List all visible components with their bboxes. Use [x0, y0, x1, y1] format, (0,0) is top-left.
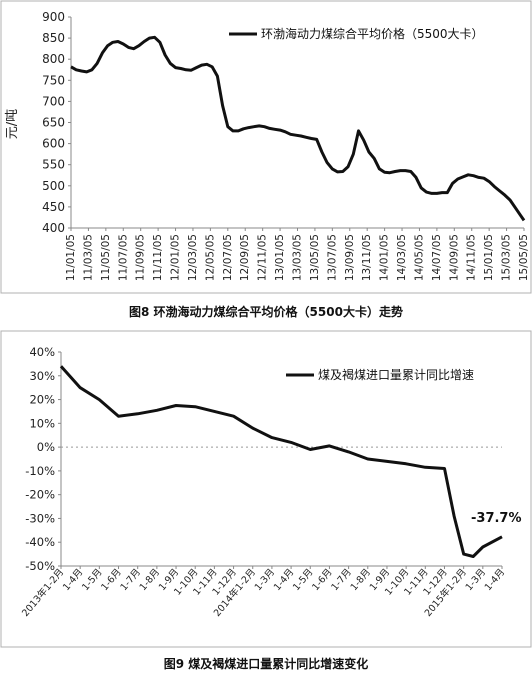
x-tick-label: 1-8月 [349, 567, 374, 593]
legend-label: 环渤海动力煤综合平均价格（5500大卡） [261, 26, 484, 41]
x-tick-label: 15/05/05 [518, 234, 530, 281]
y-tick-label: -40% [25, 535, 55, 549]
y-tick-label: 800 [42, 52, 65, 66]
series-line [59, 365, 503, 558]
y-tick-label: 10% [29, 416, 55, 430]
y-tick-label: 0% [37, 440, 55, 454]
y-tick-label: 30% [29, 369, 55, 383]
x-tick-label: 14/03/05 [396, 234, 408, 281]
x-tick-label: 1-6月 [310, 567, 335, 593]
figure-8-caption: 图8 环渤海动力煤综合平均价格（5500大卡）走势 [129, 305, 403, 319]
x-tick-label: 11/01/05 [65, 234, 77, 281]
x-tick-label: 15/01/05 [483, 234, 495, 281]
x-tick-label: 1-5月 [291, 567, 316, 593]
series-line [70, 35, 526, 222]
y-tick-label: 400 [42, 221, 65, 235]
y-tick-label: 650 [42, 116, 65, 130]
x-tick-label: 11/11/05 [152, 234, 164, 281]
x-tick-label: 13/11/05 [361, 234, 373, 281]
x-tick-label: 11/09/05 [135, 234, 147, 281]
x-tick-label: 12/11/05 [257, 234, 269, 281]
x-tick-label: 14/09/05 [448, 234, 460, 281]
y-tick-label: 40% [29, 345, 55, 359]
chart-frame [0, 330, 532, 648]
x-tick-label: 13/07/05 [326, 234, 338, 281]
x-tick-label: 13/09/05 [344, 234, 356, 281]
x-tick-label: 1-4月 [61, 567, 86, 593]
x-tick-label: 11/07/05 [117, 234, 129, 281]
x-tick-label: 13/01/05 [274, 234, 286, 281]
x-tick-label: 1-4月 [272, 567, 297, 593]
chart-panel-1: 400 450 500 550 600 650 700 750 800 850 900 11/01/0… [0, 0, 532, 295]
x-tick-label: 12/09/05 [239, 234, 251, 281]
price-chart: 400 450 500 550 600 650 700 750 800 850 900 11/01/0… [0, 0, 532, 294]
legend-label: 煤及褐煤进口量累计同比增速 [318, 367, 474, 382]
y-tick-label: -50% [25, 559, 55, 573]
x-tick-label: 13/05/05 [309, 234, 321, 281]
x-tick-label: 14/01/05 [379, 234, 391, 281]
import-growth-chart: -50% -40% -30% -20% -10% 0% 10% 20% 30% 40% 2013年1… [0, 330, 532, 648]
x-tick-label: 13/03/05 [292, 234, 304, 281]
y-tick-label: 500 [42, 179, 65, 193]
x-tick-label: 1-5月 [80, 567, 105, 593]
x-tick-label: 1-6月 [99, 567, 124, 593]
x-tick-label: 11/03/05 [82, 234, 94, 281]
x-tick-label: 14/11/05 [466, 234, 478, 281]
x-tick-label: 2013年1-2月 [19, 566, 66, 619]
chart-panel-2: -50% -40% -30% -20% -10% 0% 10% 20% 30% 40% 2013年1… [0, 330, 532, 648]
x-tick-label: 1-3月 [464, 567, 489, 593]
y-tick-label: 750 [42, 73, 65, 87]
x-tick-label: 1-3月 [253, 567, 278, 593]
x-tick-label: 11/05/05 [100, 234, 112, 281]
figure-9-caption: 图9 煤及褐煤进口量累计同比增速变化 [163, 657, 369, 671]
y-tick-label: -20% [25, 488, 55, 502]
y-tick-label: 20% [29, 393, 55, 407]
y-tick-label: 900 [42, 10, 65, 24]
y-tick-label: -10% [25, 464, 55, 478]
x-tick-label: 12/05/05 [204, 234, 216, 281]
x-tick-label: 15/03/05 [501, 234, 513, 281]
x-tick-label: 12/07/05 [222, 234, 234, 281]
x-tick-label: 1-7月 [118, 567, 143, 593]
x-tick-label: 12/01/05 [170, 234, 182, 281]
x-tick-label: 12/03/05 [187, 234, 199, 281]
y-tick-label: 600 [42, 137, 65, 151]
x-tick-label: 1-7月 [329, 567, 354, 593]
y-tick-label: 700 [42, 94, 65, 108]
x-tick-label: 14/07/05 [431, 234, 443, 281]
y-tick-label: 450 [42, 200, 65, 214]
y-axis-label: 元/吨 [5, 109, 20, 139]
y-tick-label: -30% [25, 511, 55, 525]
chart-frame [0, 0, 532, 294]
value-annotation: -37.7% [471, 511, 522, 526]
x-tick-label: 14/05/05 [413, 234, 425, 281]
x-tick-label: 1-8月 [138, 567, 163, 593]
y-tick-label: 850 [42, 31, 65, 45]
x-tick-label: 1-4月 [483, 567, 508, 593]
y-tick-label: 550 [42, 158, 65, 172]
